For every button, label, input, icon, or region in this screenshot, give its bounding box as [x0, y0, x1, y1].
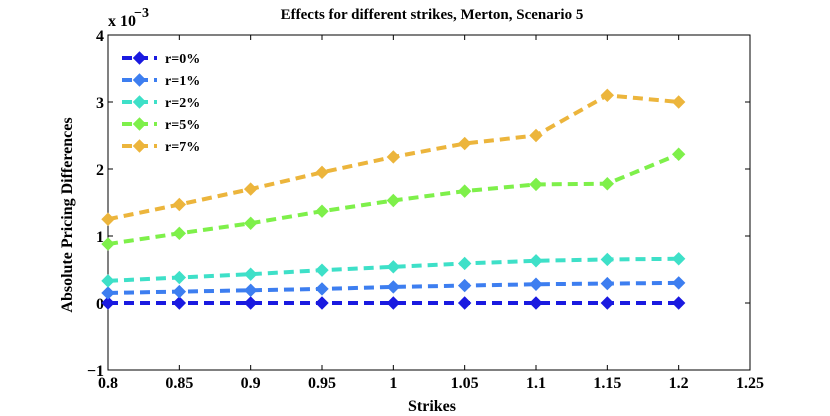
data-point — [529, 254, 543, 268]
data-point — [315, 204, 329, 218]
y-tick-label: 2 — [96, 162, 104, 179]
y-tick-label: 0 — [96, 296, 104, 313]
data-point — [101, 296, 115, 310]
data-point — [101, 237, 115, 251]
data-point — [315, 165, 329, 180]
data-point — [172, 226, 187, 241]
data-point — [315, 282, 329, 296]
data-point — [386, 193, 401, 208]
data-point — [457, 136, 472, 151]
data-point — [600, 177, 615, 191]
legend-marker — [132, 51, 147, 65]
y-exponent-base: x 10 — [108, 13, 136, 30]
data-point — [529, 177, 543, 192]
x-tick-label: 1 — [389, 375, 397, 392]
x-tick-label: 1.05 — [451, 375, 479, 392]
x-tick-label: 0.9 — [241, 375, 261, 392]
data-point — [243, 283, 258, 297]
data-point — [529, 128, 543, 143]
data-point — [101, 286, 115, 300]
y-exponent-power: −3 — [134, 6, 149, 21]
plot-area: 0.8 0.85 0.9 0.95 1 1.05 1.1 1.15 1.2 1.25 −1 0 1 2 3 4 — [87, 28, 764, 392]
data-point — [243, 182, 258, 196]
x-tick-label: 0.95 — [308, 375, 336, 392]
data-point — [600, 276, 615, 291]
legend-marker — [132, 139, 147, 153]
chart-title: Effects for different strikes, Merton, S… — [281, 7, 584, 23]
data-point — [315, 296, 329, 310]
x-tick-label: 1.2 — [669, 375, 689, 392]
legend-marker — [132, 95, 147, 109]
legend: r=0% r=1% r=2% r=5% r=7% — [122, 51, 200, 155]
legend-label: r=7% — [165, 140, 200, 155]
data-point — [457, 296, 472, 310]
data-point — [600, 88, 615, 103]
data-point — [671, 276, 686, 290]
data-point — [315, 263, 329, 277]
data-point — [101, 274, 115, 288]
y-tick-label: 4 — [96, 28, 104, 45]
data-point — [243, 216, 258, 230]
data-point — [457, 278, 472, 293]
legend-label: r=0% — [165, 52, 200, 67]
plot-frame — [107, 34, 751, 371]
data-point — [529, 277, 543, 291]
data-point — [172, 270, 187, 285]
x-axis-label: Strikes — [408, 398, 456, 415]
data-point — [386, 150, 401, 164]
data-point — [386, 296, 401, 310]
data-point — [172, 197, 187, 212]
data-point — [671, 95, 686, 109]
legend-label: r=2% — [165, 96, 200, 111]
data-point — [457, 256, 472, 271]
x-tick-label: 0.85 — [165, 375, 193, 392]
y-tick-label: 3 — [96, 95, 104, 112]
x-tick-label: 1.1 — [526, 375, 546, 392]
x-tick-label: 1.15 — [593, 375, 621, 392]
data-point — [600, 252, 615, 267]
x-tick-label: 1.25 — [736, 375, 764, 392]
legend-label: r=5% — [165, 118, 200, 133]
data-point — [243, 296, 258, 310]
data-point — [457, 184, 472, 198]
data-point — [671, 147, 686, 161]
data-point — [529, 296, 543, 310]
data-point — [172, 296, 187, 310]
data-point — [600, 296, 615, 310]
legend-marker — [132, 117, 147, 131]
y-tick-label: 1 — [96, 229, 104, 246]
legend-label: r=1% — [165, 74, 200, 89]
data-point — [671, 252, 686, 266]
data-point — [671, 296, 686, 310]
data-point — [386, 280, 401, 294]
x-tick-label: 0.8 — [98, 375, 118, 392]
y-tick-label: −1 — [87, 363, 104, 380]
data-point — [101, 212, 115, 226]
data-point — [386, 260, 401, 274]
data-point — [243, 267, 258, 281]
y-axis-label: Absolute Pricing Differences — [59, 117, 76, 312]
data-point — [172, 284, 187, 299]
legend-marker — [132, 73, 147, 87]
